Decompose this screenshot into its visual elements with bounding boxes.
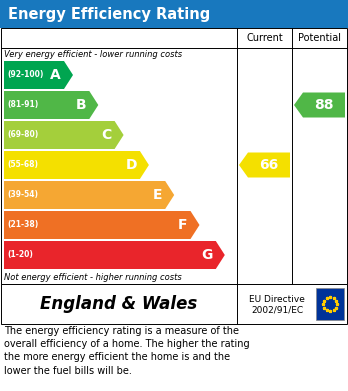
Text: G: G <box>201 248 213 262</box>
Bar <box>316 288 344 320</box>
Bar <box>1 28 347 284</box>
Text: F: F <box>178 218 188 232</box>
Polygon shape <box>4 151 149 179</box>
Text: D: D <box>125 158 137 172</box>
Text: Not energy efficient - higher running costs: Not energy efficient - higher running co… <box>4 273 182 282</box>
Polygon shape <box>4 181 174 209</box>
Polygon shape <box>4 91 98 119</box>
Text: Potential: Potential <box>298 33 341 43</box>
Text: EU Directive: EU Directive <box>249 295 305 304</box>
Text: 2002/91/EC: 2002/91/EC <box>251 305 303 314</box>
Text: Energy Efficiency Rating: Energy Efficiency Rating <box>8 7 210 22</box>
Text: (55-68): (55-68) <box>7 160 38 170</box>
Text: 88: 88 <box>314 98 334 112</box>
Text: C: C <box>101 128 112 142</box>
Bar <box>1 284 347 324</box>
Text: (81-91): (81-91) <box>7 100 38 109</box>
Polygon shape <box>4 61 73 89</box>
Text: (1-20): (1-20) <box>7 251 33 260</box>
Text: (39-54): (39-54) <box>7 190 38 199</box>
Text: (69-80): (69-80) <box>7 131 38 140</box>
Polygon shape <box>4 121 124 149</box>
Polygon shape <box>239 152 290 178</box>
Bar <box>0 0 348 28</box>
Text: A: A <box>50 68 61 82</box>
Polygon shape <box>294 93 345 118</box>
Text: (92-100): (92-100) <box>7 70 44 79</box>
Polygon shape <box>4 241 225 269</box>
Text: E: E <box>153 188 162 202</box>
Text: The energy efficiency rating is a measure of the
overall efficiency of a home. T: The energy efficiency rating is a measur… <box>4 326 250 376</box>
Text: Current: Current <box>246 33 283 43</box>
Text: (21-38): (21-38) <box>7 221 38 230</box>
Text: Very energy efficient - lower running costs: Very energy efficient - lower running co… <box>4 50 182 59</box>
Polygon shape <box>4 211 199 239</box>
Text: 66: 66 <box>259 158 279 172</box>
Text: England & Wales: England & Wales <box>40 295 198 313</box>
Text: B: B <box>76 98 86 112</box>
